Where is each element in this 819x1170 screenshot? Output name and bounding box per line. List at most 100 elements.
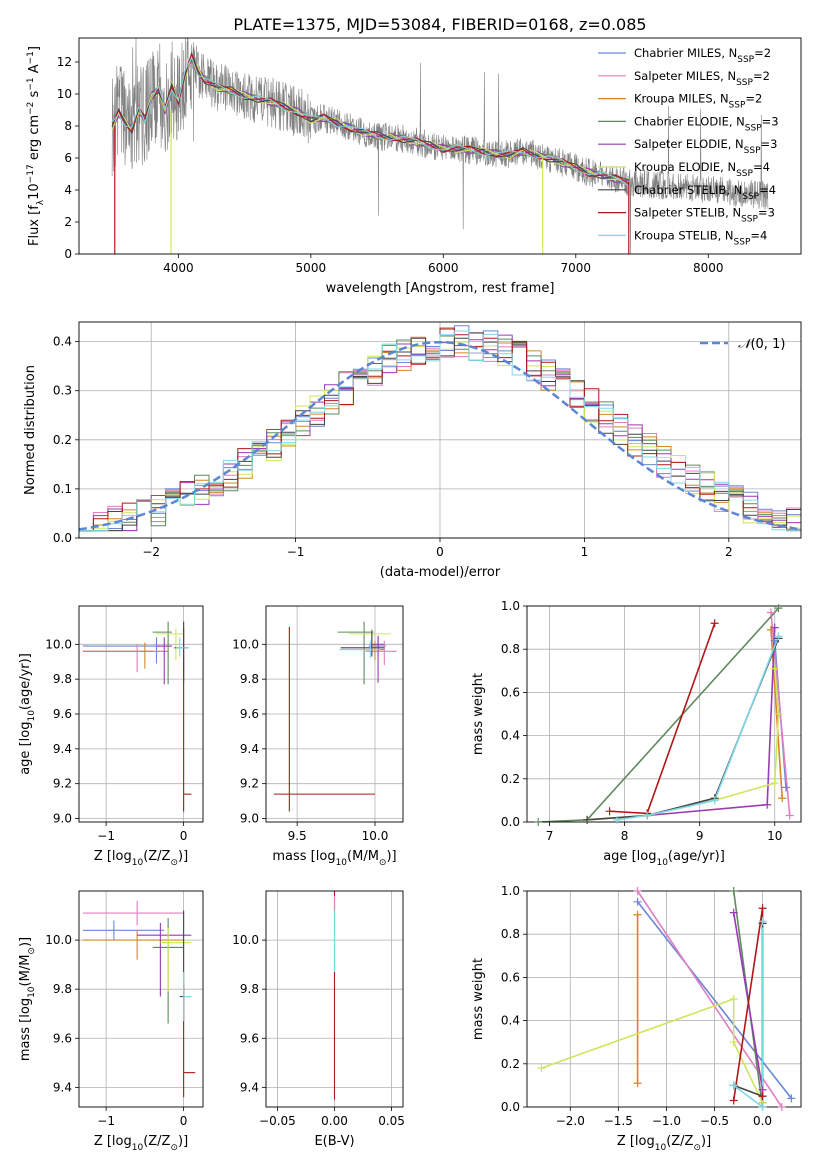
plot-area: [541, 891, 793, 1107]
y-tick-label: 4: [64, 183, 72, 197]
y-tick-label: 0.6: [501, 685, 520, 699]
y-tick-label: 9.6: [240, 1031, 259, 1045]
y-tick-label: 0.6: [501, 970, 520, 984]
label-part: SSP: [741, 215, 758, 225]
y-tick-label: 9.8: [240, 982, 259, 996]
x-tick-label: 1: [581, 545, 589, 559]
x-tick-label: 0.05: [378, 1114, 405, 1128]
y-tick-label: 9.2: [240, 777, 259, 791]
axes: −1 09.49.69.810.0Z [log10(Z/Z⊙)]mass [log…: [18, 890, 204, 1153]
weight-marker: [758, 1103, 767, 1111]
panel-age_vs_mass: 9.5 10.0 9.0 9.2 9.4 9.6 9.8 10.0 mass [log10(M/…: [232, 605, 404, 868]
x-tick-label: 7: [546, 829, 554, 843]
x-tick-label: −2: [142, 545, 160, 559]
label-part: (M/M: [347, 849, 379, 864]
x-tick-label: 0.00: [321, 1114, 348, 1128]
weight-marker: [787, 1094, 796, 1103]
label-part: )]: [386, 849, 396, 864]
x-tick-label: −2.0: [556, 1114, 585, 1128]
weight-marker: [758, 904, 767, 913]
label-part: =2: [745, 92, 762, 106]
y-tick-label: 0.0: [501, 815, 520, 829]
weight-marker: [633, 897, 642, 906]
y-tick-label: 0.2: [501, 772, 520, 786]
label-part: ⊙: [379, 858, 387, 868]
label-part: =2: [754, 46, 771, 60]
label-part: Kroupa MILES, N: [634, 92, 729, 106]
model-curve-kroupa_elodie: [111, 54, 629, 181]
x-axis-label: wavelength [Angstrom, rest frame]: [326, 281, 555, 296]
axes: 4000 5000 6000 7000 8000 0 2 4 6 8 10 12 wavelength …: [26, 37, 802, 296]
label-part: −2: [26, 102, 36, 115]
y-tick-label: 9.8: [53, 672, 72, 686]
label-part: SSP: [734, 237, 751, 247]
x-axis-label: mass [log10(M/M⊙)]: [272, 849, 396, 868]
weight-marker: [729, 995, 738, 1003]
legend-entry: Salpeter STELIB, NSSP=3: [634, 206, 775, 225]
y-axis-label: mass weight: [471, 958, 486, 1040]
y-tick-label: 9.4: [240, 742, 259, 756]
weight-marker: [643, 811, 652, 820]
y-tick-label: 9.6: [53, 1031, 72, 1045]
y-tick-label: 0.4: [501, 729, 520, 743]
y-tick-label: 9.4: [240, 1080, 259, 1094]
grid: [266, 606, 403, 822]
label-part: −17: [26, 164, 36, 183]
label-part: (data-model)/error: [380, 565, 501, 580]
x-tick-label: 10: [767, 829, 782, 843]
y-axis-label: mass weight: [471, 673, 486, 755]
label-part: =2: [753, 69, 770, 83]
weight-marker: [613, 815, 622, 824]
weight-marker: [534, 818, 543, 826]
label-part: mass weight: [471, 673, 486, 755]
label-part: =4: [753, 160, 770, 174]
panel-spectrum: 4000 5000 6000 7000 8000 0 2 4 6 8 10 12 wavelength …: [26, 37, 802, 296]
model-curve-chabrier_stelib: [111, 51, 629, 181]
axes: −1 09.09.29.49.69.810.0Z [log10(Z/Z⊙)]age…: [18, 605, 204, 868]
label-part: (Z/Z: [143, 1134, 170, 1149]
label-part: Kroupa STELIB, N: [634, 228, 734, 242]
model-curve-kroupa_stelib: [111, 56, 630, 187]
y-tick-label: 9.4: [53, 742, 72, 756]
label-part: =3: [762, 114, 779, 128]
label-part: Chabrier MILES, N: [634, 46, 737, 60]
y-tick-label: 1.0: [501, 884, 520, 898]
label-part: (Z/Z: [143, 849, 170, 864]
y-tick-label: 0.2: [501, 1057, 520, 1071]
weight-marker: [729, 1096, 738, 1105]
y-tick-label: 10.0: [232, 933, 259, 947]
histogram-chabrier_stelib: [79, 332, 801, 532]
axes-frame: [78, 321, 802, 539]
label-part: (age/yr)]: [18, 653, 33, 710]
y-tick-label: 2: [64, 215, 72, 229]
label-part: −1: [26, 77, 36, 90]
label-part: SSP: [736, 169, 753, 179]
label-part: 10: [336, 858, 348, 868]
y-tick-label: 1.0: [501, 599, 520, 613]
label-part: Z [log: [617, 1134, 655, 1149]
legend-entry: Kroupa STELIB, NSSP=4: [634, 228, 767, 247]
weight-marker: [729, 887, 738, 895]
grid: [79, 891, 203, 1107]
x-tick-label: 6000: [428, 261, 459, 275]
legend: 𝒩(0, 1): [700, 337, 785, 352]
label-part: wavelength [Angstrom, rest frame]: [326, 281, 555, 296]
weight-line-chabrier_elodie: [538, 607, 780, 822]
legend-entry: 𝒩(0, 1): [738, 337, 785, 352]
y-tick-label: 0.8: [501, 642, 520, 656]
label-part: ⊙: [27, 947, 37, 955]
label-part: =4: [750, 228, 767, 242]
label-part: Normed distribution: [23, 365, 38, 495]
label-part: ⊙: [693, 1143, 701, 1153]
grid: [527, 605, 801, 823]
panel-residuals: −2 −1 0 1 2 0.0 0.1 0.2 0.3 0.4 (data-model)/error…: [23, 321, 802, 580]
weight-line-chabrier_miles: [636, 901, 793, 1099]
label-part: 10: [27, 183, 42, 200]
weight-line-chabrier_stelib: [587, 638, 780, 821]
label-part: )]: [18, 937, 33, 947]
weight-marker: [763, 800, 772, 809]
weight-line-kroupa_elodie: [541, 997, 764, 1104]
weight-marker: [537, 1064, 546, 1073]
axes: −2.0 −1.5 −1.0 −0.5 0.0 0.0 0.2 0.4 0.6 0.8 1.0 Z […: [471, 884, 802, 1153]
x-axis-label: E(B-V): [314, 1134, 354, 1149]
